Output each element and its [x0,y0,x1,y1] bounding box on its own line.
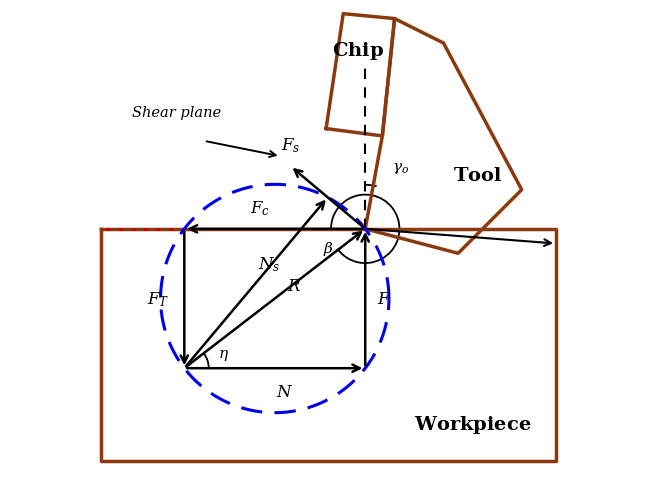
Text: $\bf{Tool}$: $\bf{Tool}$ [453,167,502,184]
Text: $\bf{Workpiece}$: $\bf{Workpiece}$ [414,414,532,435]
Text: $F$: $F$ [377,290,392,307]
Text: $\eta$: $\eta$ [218,347,228,363]
Text: $F_s$: $F_s$ [281,136,300,154]
Text: $\bf{Chip}$: $\bf{Chip}$ [332,41,384,62]
Text: $\beta$: $\beta$ [323,239,334,257]
Text: Shear plane: Shear plane [132,105,222,120]
Text: $F_T$: $F_T$ [148,289,169,308]
Text: $\gamma_o$: $\gamma_o$ [392,161,409,176]
Text: $N_s$: $N_s$ [258,255,281,273]
Text: $R$: $R$ [287,277,301,294]
Text: $N$: $N$ [276,383,293,400]
Text: $F_c$: $F_c$ [250,199,270,217]
